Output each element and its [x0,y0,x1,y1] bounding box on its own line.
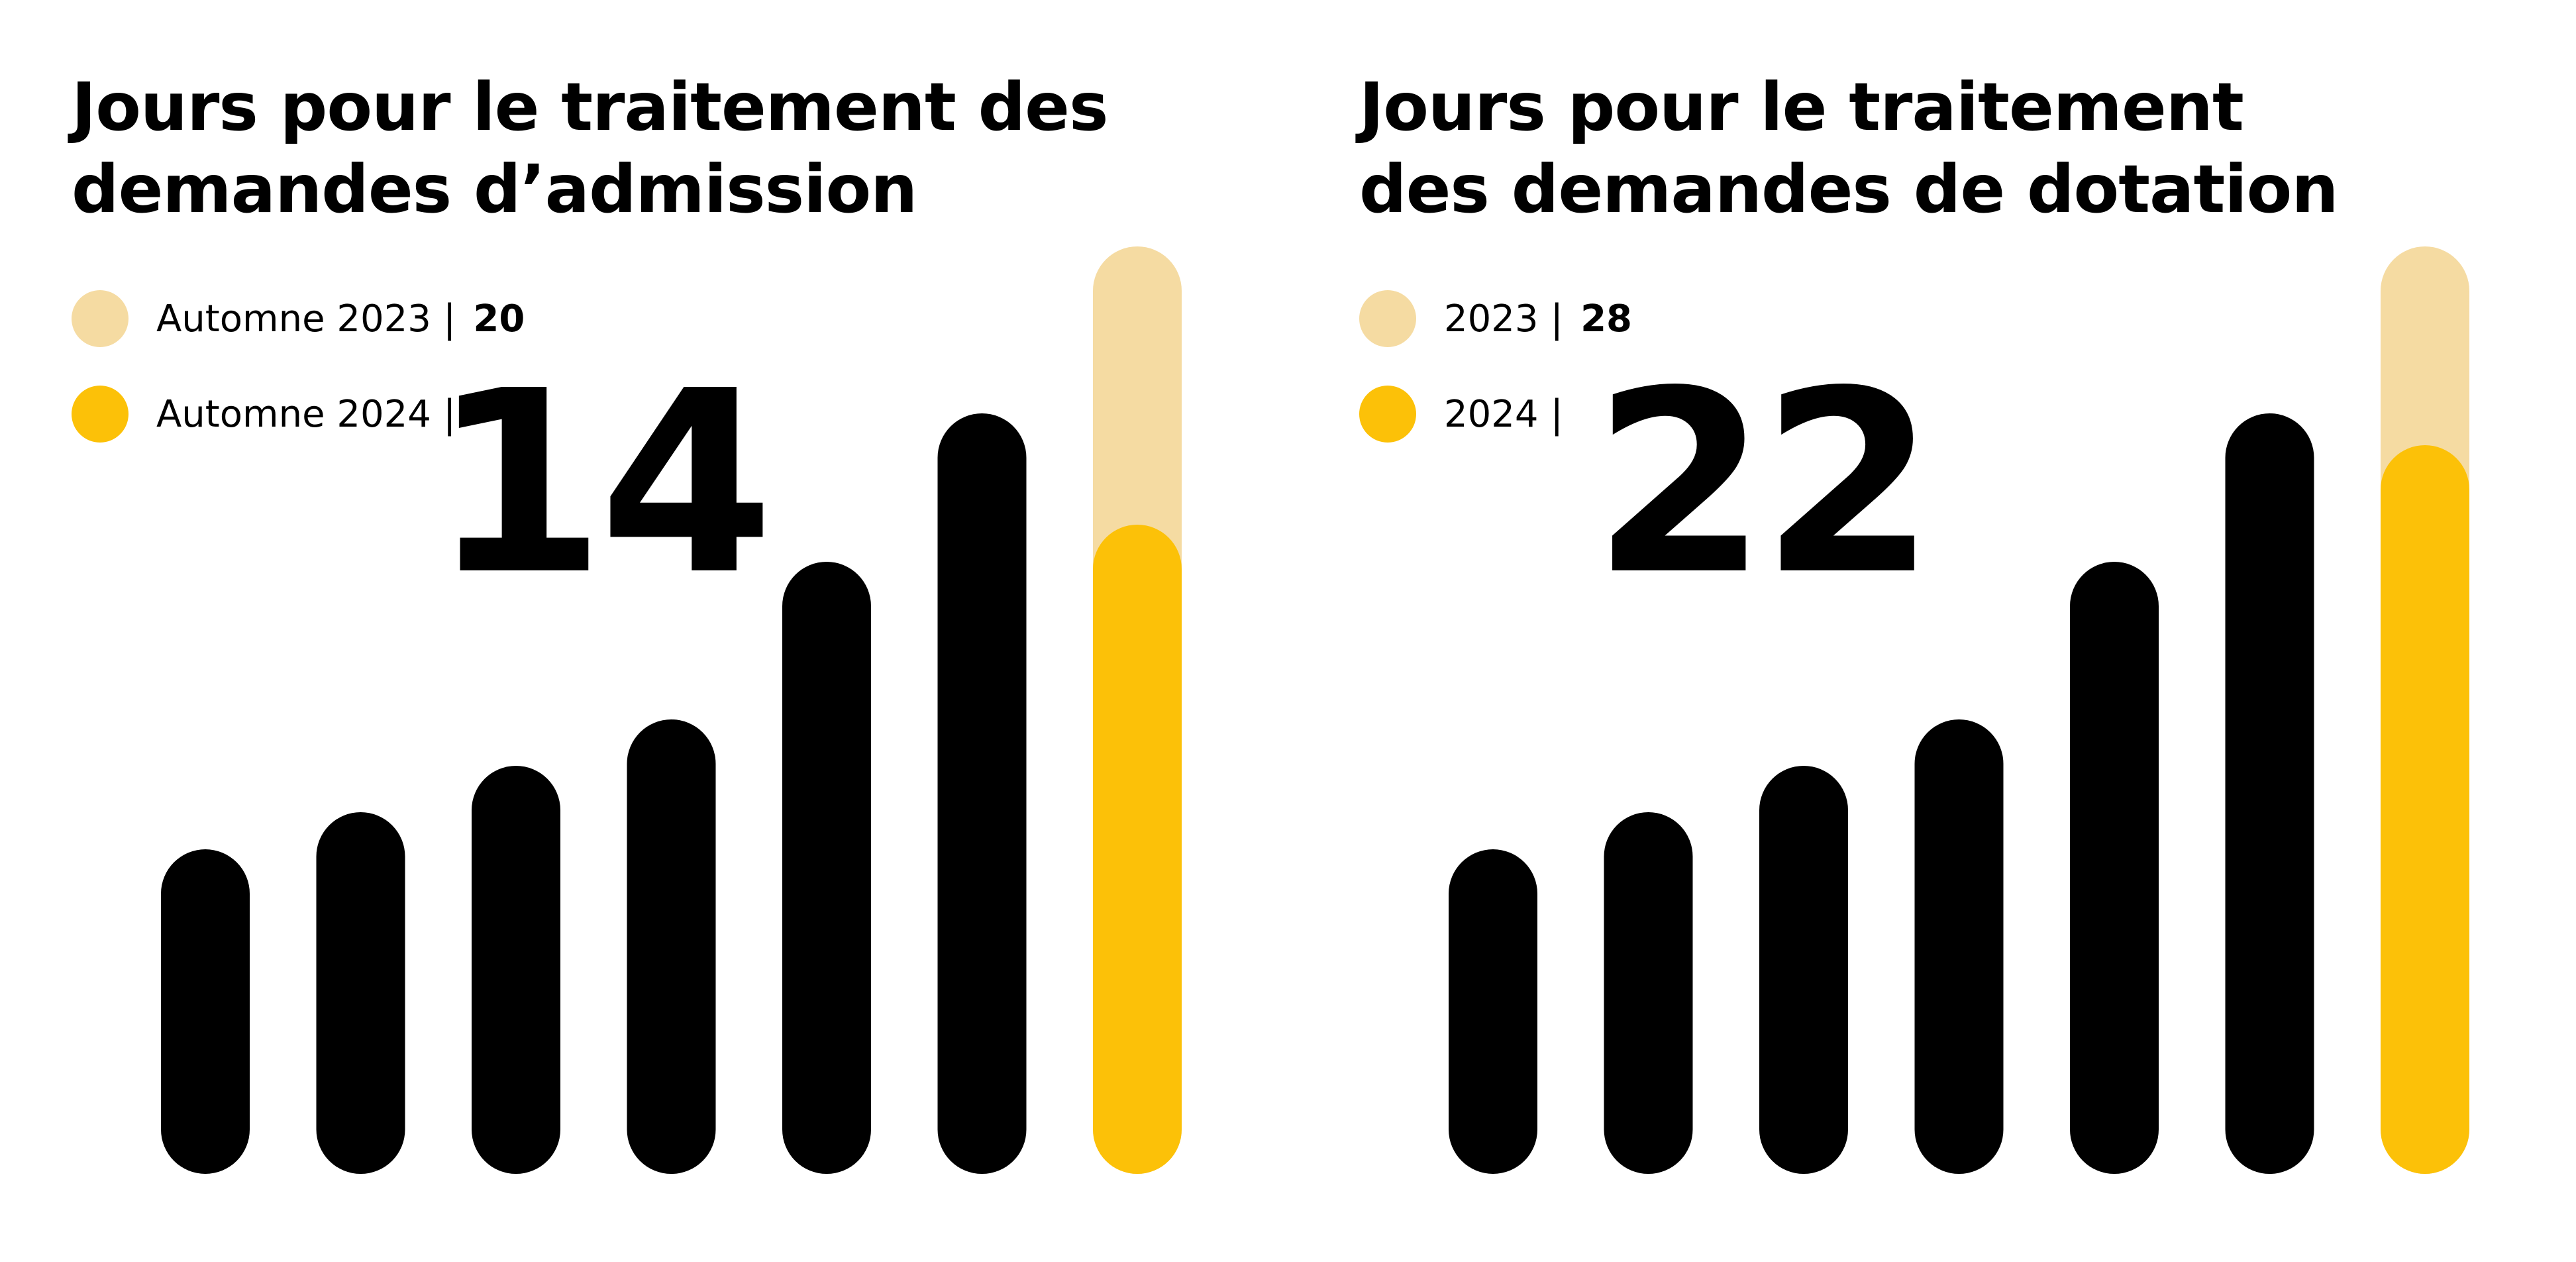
legend-item-previous: 2023 | 28 [1359,289,1632,348]
admission-panel: Jours pour le traitement des demandes d’… [72,66,1198,1174]
bar-current-year [1093,525,1182,1174]
bar-history-3 [472,766,560,1174]
legend-swatch-current [1359,386,1416,443]
bar-history-2 [1604,812,1693,1174]
legend-value: 28 [1580,297,1632,341]
legend-separator: | [1550,296,1564,341]
bar-chart [161,246,1182,1174]
legend-label: 2024 [1444,392,1539,436]
legend-item-current: Automne 2024 | [72,384,456,444]
dotation-panel: Jours pour le traitement des demandes de… [1288,0,2575,1262]
bar-history-1 [161,849,250,1174]
chart-title-line-2: demandes d’admission [72,150,917,228]
bar-history-2 [316,812,405,1174]
legend-swatch-previous [72,290,129,347]
bar-history-4 [1914,719,2004,1174]
chart-title: Jours pour le traitement des demandes d’… [72,66,1198,231]
current-value-large: 22 [1592,337,1936,630]
chart-title-line-1: Jours pour le traitement [1359,68,2244,146]
bar-history-5 [2070,562,2159,1174]
legend-swatch-previous [1359,290,1416,347]
bar-history-6 [937,413,1027,1174]
chart-title-line-2: des demandes de dotation [1359,150,2339,228]
legend-value: 20 [473,297,525,341]
legend-label: Automne 2024 [156,392,431,436]
bar-history-6 [2225,413,2314,1174]
bar-history-4 [627,719,716,1174]
bar-history-1 [1449,849,1537,1174]
chart-title-line-1: Jours pour le traitement des [72,68,1109,146]
legend-label: Automne 2023 [156,297,431,341]
legend-item-current: 2024 | [1359,384,1563,444]
current-value-large: 14 [431,337,774,630]
legend-separator: | [1550,392,1564,437]
bar-chart [1449,246,2469,1174]
legend-separator: | [442,392,456,437]
chart-title: Jours pour le traitement des demandes de… [1359,66,2485,231]
legend-item-previous: Automne 2023 | 20 [72,289,525,348]
legend-label: 2023 [1444,297,1539,341]
legend-separator: | [442,296,456,341]
legend-swatch-current [72,386,129,443]
bar-history-5 [782,562,871,1174]
bar-current-year [2381,445,2469,1174]
bar-history-3 [1759,766,1848,1174]
